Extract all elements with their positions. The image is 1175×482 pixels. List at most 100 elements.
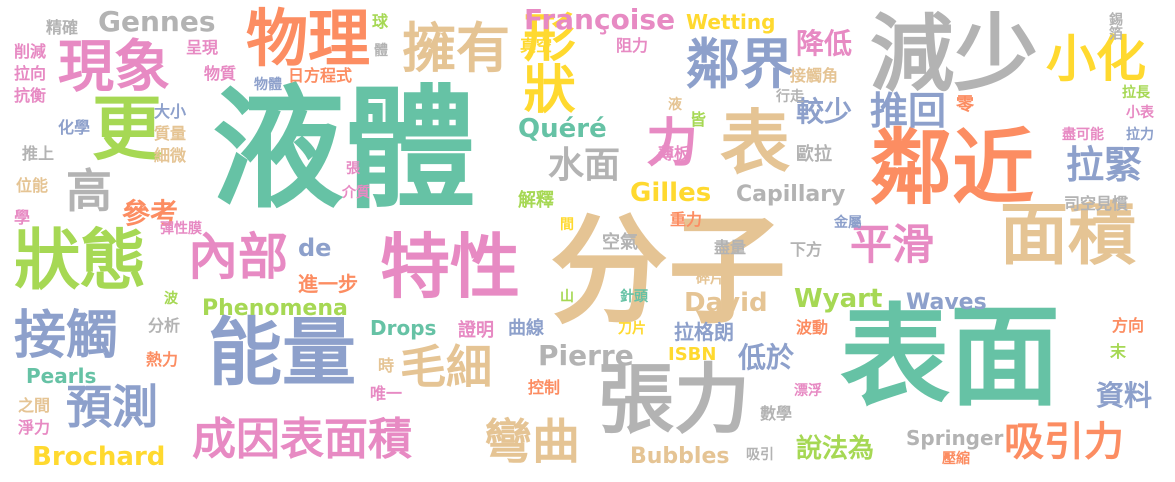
word: 彈性膜 — [160, 221, 202, 237]
word: 表 — [720, 102, 790, 184]
word: 針頭 — [620, 289, 648, 305]
word: 小化 — [1046, 30, 1146, 88]
word: 狀態 — [14, 222, 146, 299]
word: 司空見慣 — [1064, 194, 1129, 213]
word: 形狀 — [514, 10, 574, 114]
word: 高 — [66, 164, 112, 218]
word: 金屬 — [834, 215, 862, 231]
word: 分子 — [550, 202, 787, 340]
word: 表面 — [840, 293, 1060, 421]
word: 資料 — [1096, 379, 1153, 412]
word: 低於 — [738, 341, 795, 374]
word: 物體 — [254, 77, 282, 93]
word: 熱力 — [146, 350, 179, 369]
word: 水面 — [548, 145, 621, 186]
word: 化學 — [58, 118, 91, 137]
word: 較少 — [796, 95, 853, 128]
word: 曲線 — [508, 318, 544, 339]
word: 質量 — [154, 124, 187, 143]
word: Drops — [370, 316, 437, 340]
word: 證明 — [458, 320, 494, 341]
word: 預測 — [66, 380, 158, 434]
word: 波動 — [796, 318, 829, 337]
word: Capillary — [736, 182, 846, 207]
word: 位能 — [16, 176, 49, 195]
word: 歐拉 — [796, 144, 832, 165]
word: Waves — [906, 290, 987, 315]
word: 進一步 — [298, 272, 358, 296]
word: 數學 — [760, 404, 793, 423]
word: 皆 — [690, 110, 707, 129]
word: 山 — [560, 289, 574, 305]
word: 鄰近 — [870, 121, 1035, 216]
word: 淨力 — [18, 418, 51, 437]
word: 分析 — [148, 316, 181, 335]
word: 鄰界 — [686, 33, 794, 96]
word: 物質 — [204, 64, 237, 83]
word: 吸引力 — [1004, 419, 1124, 465]
word: 毛細 — [400, 340, 492, 394]
word: 零 — [956, 94, 974, 115]
word: 盡量 — [714, 238, 747, 257]
word: 減少 — [870, 5, 1039, 103]
word: 介質 — [342, 185, 370, 201]
word: Gennes — [98, 5, 216, 38]
word: Pierre — [538, 339, 634, 372]
word: 拉長 — [1122, 85, 1150, 101]
word: 拉向 — [14, 64, 47, 83]
word: 壓縮 — [942, 451, 970, 467]
word: Pearls — [26, 364, 97, 388]
word: ISBN — [668, 344, 717, 365]
word: 重力 — [670, 210, 703, 229]
word: 大小 — [154, 102, 187, 121]
word: 更 — [92, 88, 162, 170]
word: Springer — [906, 426, 1004, 450]
word: 推上 — [22, 144, 55, 163]
word: 真空 — [520, 36, 553, 55]
word: 拉格朗 — [674, 320, 734, 344]
word: 方向 — [1112, 316, 1145, 335]
word: 末 — [1110, 342, 1127, 361]
word: 時 — [378, 356, 395, 375]
word: 彎曲 — [484, 414, 581, 470]
word: 抗衡 — [14, 86, 47, 105]
word: Wetting — [686, 10, 776, 34]
word: 力 — [646, 114, 699, 174]
word: 面積 — [1000, 196, 1137, 275]
word: 液 — [668, 97, 682, 113]
word: David — [684, 288, 768, 318]
word: 解釋 — [518, 190, 554, 211]
word: 唯一 — [370, 384, 403, 403]
word: 成因表面積 — [192, 414, 412, 465]
word: 波 — [164, 291, 178, 307]
word: Brochard — [32, 442, 166, 472]
word: 刀片 — [618, 321, 646, 337]
word: 拉力 — [1126, 127, 1154, 143]
word: 推回 — [870, 89, 947, 133]
word: 內部 — [188, 228, 288, 286]
word: 張力 — [598, 355, 750, 444]
word: 間 — [560, 217, 574, 233]
word: de — [298, 234, 332, 262]
word: 小表 — [1126, 105, 1154, 121]
word: 薄板 — [658, 144, 691, 163]
word: 細微 — [154, 146, 187, 165]
word: Quéré — [518, 114, 607, 144]
word: 吸引 — [746, 447, 774, 463]
word: 平滑 — [850, 220, 935, 269]
word: 物理 — [246, 2, 371, 75]
word: 接觸 — [14, 306, 119, 366]
word: 日方程式 — [288, 66, 353, 85]
word: 學 — [14, 208, 31, 227]
word: 控制 — [528, 378, 561, 397]
word: 拉緊 — [1066, 143, 1143, 187]
word: 球 — [372, 12, 389, 31]
word: 漂浮 — [794, 383, 822, 399]
word: Phenomena — [202, 296, 348, 321]
word: 盡可能 — [1062, 127, 1104, 143]
word: 之間 — [18, 396, 51, 415]
word: 空氣 — [602, 232, 638, 253]
word: 精確 — [46, 18, 79, 37]
word: 張 — [346, 161, 360, 177]
